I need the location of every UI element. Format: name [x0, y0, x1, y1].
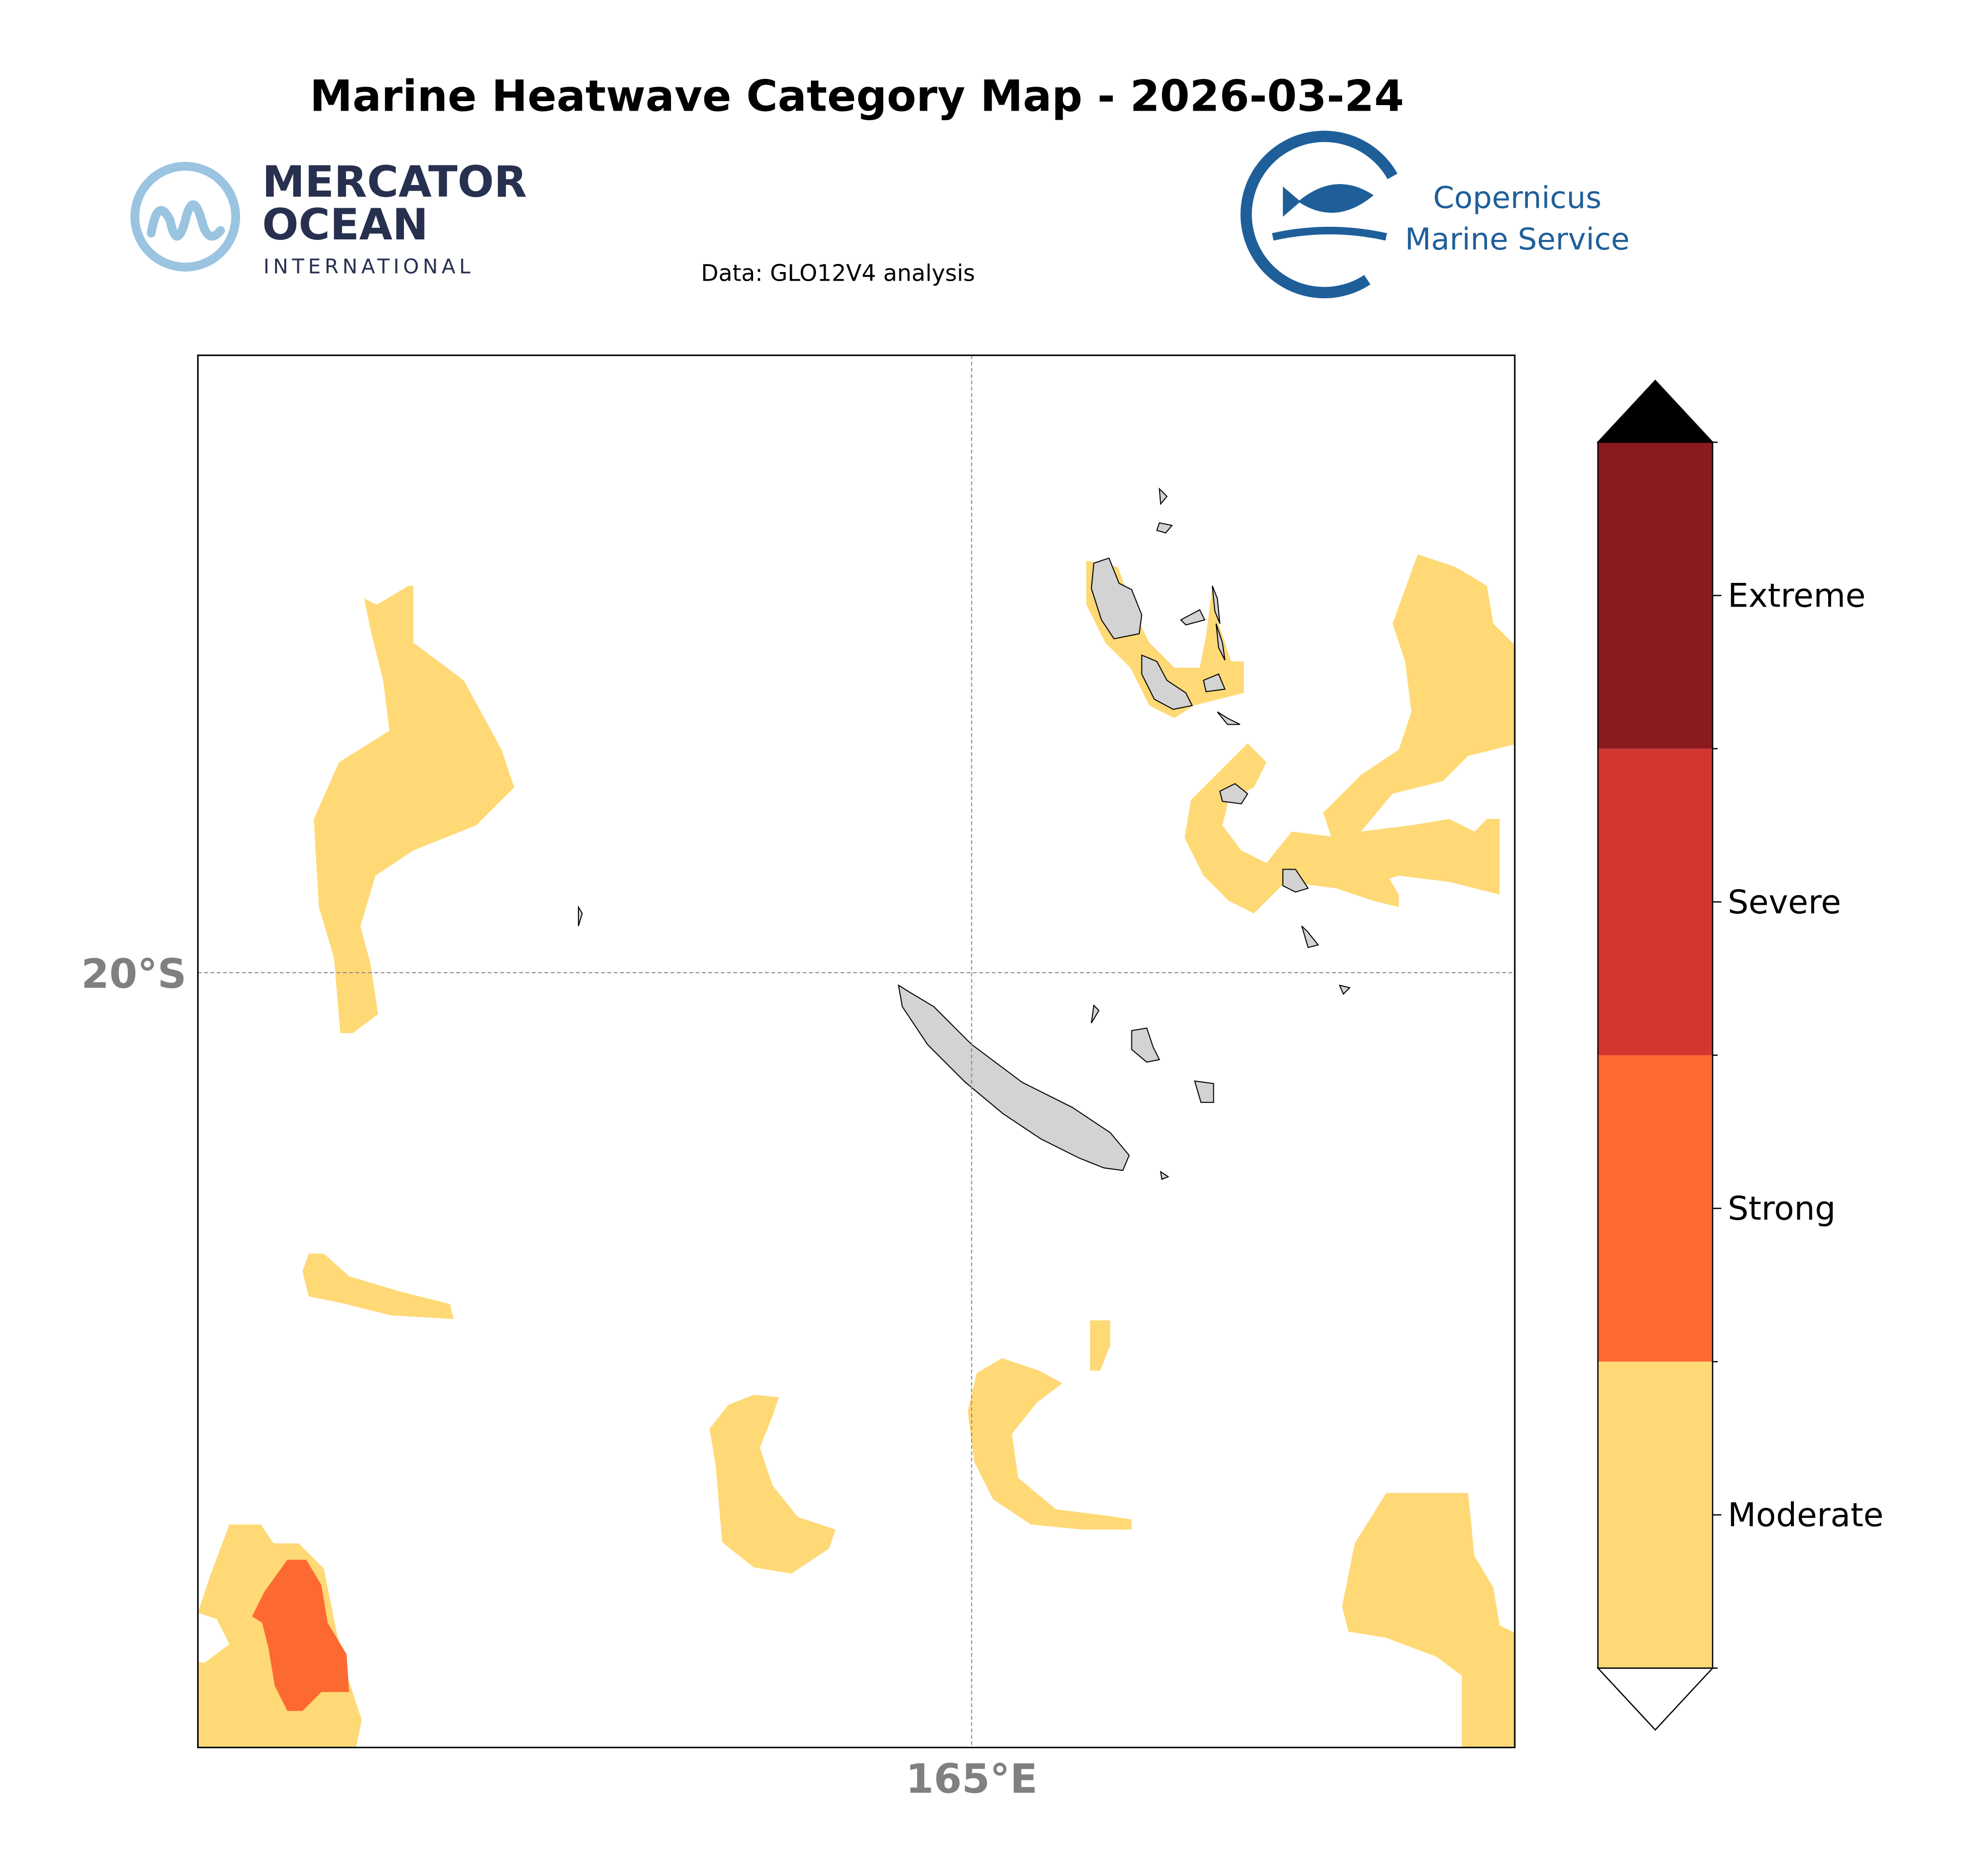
heatwave-area — [1342, 1493, 1515, 1748]
map: 20°S 165°E — [81, 354, 1516, 1803]
land — [578, 487, 1351, 1180]
colorbar-segment — [1598, 442, 1713, 749]
island — [1180, 585, 1241, 725]
source: Data: GLO12V4 analysis — [701, 260, 975, 287]
logo-ring — [130, 161, 240, 272]
heatwave-area — [313, 585, 515, 1034]
copernicus-logo: Copernicus Marine Service — [1240, 130, 1629, 299]
colorbar-label: Moderate — [1727, 1497, 1883, 1534]
title: Marine Heatwave Category Map - 2026-03-2… — [310, 71, 1404, 121]
logo-arc — [1240, 130, 1397, 299]
island — [1219, 783, 1351, 995]
logo-m — [146, 200, 225, 241]
colorbar-label: Severe — [1727, 884, 1841, 921]
heatwave-area — [967, 1320, 1132, 1530]
logo-fish — [1283, 184, 1374, 217]
colorbar-segment — [1598, 1055, 1713, 1362]
logo-text: INTERNATIONAL — [264, 255, 474, 279]
mercator-logo: MERCATOR OCEAN INTERNATIONAL — [130, 157, 527, 279]
island — [897, 984, 1130, 1171]
heatwave-area — [302, 1253, 454, 1319]
heatwave-area — [709, 1395, 836, 1574]
colorbar: Moderate Strong Severe Extreme — [1596, 379, 1883, 1731]
strong-area — [252, 1560, 349, 1711]
island — [1141, 654, 1193, 710]
logo-text: Copernicus — [1433, 180, 1602, 215]
colorbar-label: Extreme — [1727, 577, 1865, 615]
colorbar-frame — [1597, 442, 1713, 1669]
map-frame — [197, 354, 1516, 1748]
colorbar-segment — [1598, 1361, 1713, 1668]
logo-text: OCEAN — [262, 200, 428, 250]
logo-text: Marine Service — [1405, 222, 1629, 257]
logo-wave — [1272, 226, 1387, 241]
lon-label: 165°E — [905, 1756, 1037, 1803]
logo-text: MERCATOR — [262, 157, 527, 207]
colorbar-label: Strong — [1727, 1190, 1836, 1228]
lat-label: 20°S — [81, 951, 186, 997]
heatwave-area — [1323, 554, 1515, 895]
island — [578, 487, 1214, 1180]
island — [1091, 557, 1142, 640]
colorbar-segment — [1598, 748, 1713, 1055]
